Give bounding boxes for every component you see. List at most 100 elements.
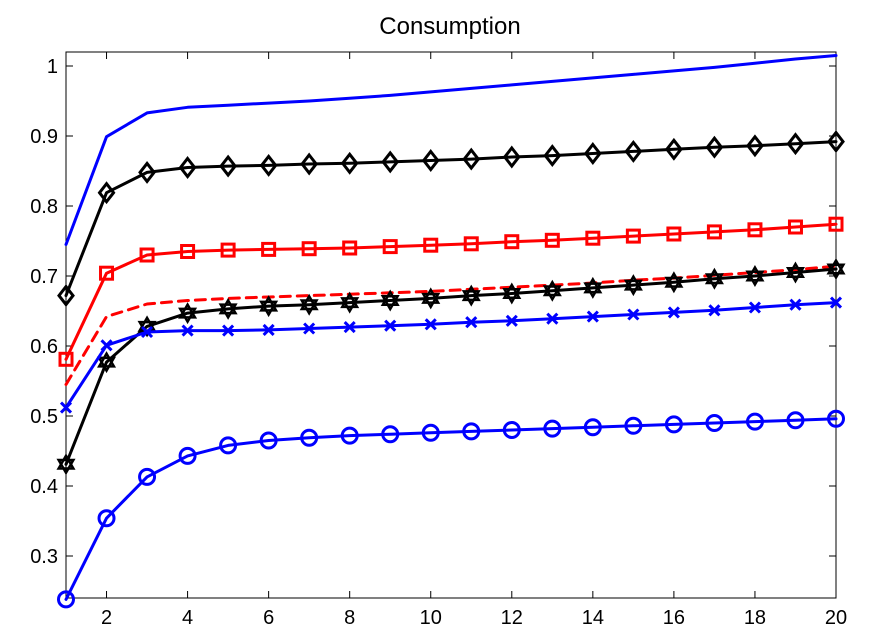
diamond-marker (827, 130, 845, 154)
series-2 (57, 130, 845, 308)
hexagram-marker (299, 299, 319, 316)
diamond-marker (259, 153, 278, 177)
hexagram-marker (583, 282, 603, 299)
circle-marker (705, 414, 724, 432)
hexagram-marker (56, 453, 76, 470)
chart-title: Consumption (379, 13, 520, 40)
hexagram-marker (340, 291, 360, 309)
x-tick-label: 18 (744, 607, 766, 629)
circle-marker (827, 409, 845, 428)
hexagram-marker (218, 303, 238, 320)
hexagram-marker (623, 274, 643, 291)
x-tick-label: 2 (101, 607, 112, 629)
square-marker (787, 219, 803, 235)
circle-marker (502, 421, 521, 439)
series-line (64, 301, 838, 410)
x-marker (222, 324, 235, 337)
x-marker (829, 296, 843, 309)
hexagram-marker (623, 279, 643, 297)
hexagram-marker (461, 290, 481, 307)
square-marker (625, 228, 641, 244)
hexagram-marker (502, 288, 522, 305)
hexagram-marker (56, 458, 76, 476)
circle-marker (340, 426, 359, 445)
x-tick-label: 6 (263, 607, 274, 629)
square-marker (666, 226, 682, 242)
series-7 (57, 409, 845, 609)
x-marker (343, 321, 356, 334)
hexagram-marker (97, 356, 117, 374)
hexagram-marker (340, 297, 360, 314)
diamond-marker (178, 156, 197, 179)
diamond-marker (340, 151, 359, 175)
x-marker (667, 306, 680, 319)
circle-marker (97, 509, 116, 528)
x-tick-label: 16 (663, 607, 685, 629)
x-marker (546, 312, 559, 325)
series-layer (56, 54, 846, 609)
circle-marker (543, 419, 562, 438)
circle-marker (138, 467, 157, 486)
x-marker (262, 323, 275, 336)
y-tick-label: 0.5 (30, 406, 58, 428)
x-marker (708, 304, 721, 317)
hexagram-marker (380, 295, 400, 312)
hexagram-marker (97, 351, 117, 368)
plot-frame (65, 51, 837, 599)
hexagram-marker (745, 270, 765, 288)
square-marker (747, 222, 763, 238)
x-tick-label: 8 (344, 607, 355, 629)
x-tick-label: 12 (501, 607, 523, 629)
diamond-marker (300, 152, 319, 176)
circle-marker (583, 418, 602, 437)
hexagram-marker (299, 293, 319, 311)
x-marker (465, 316, 478, 329)
circle-marker (462, 422, 481, 441)
hexagram-marker (178, 302, 198, 319)
circle-marker (178, 446, 197, 465)
x-marker (505, 314, 518, 327)
square-marker (99, 265, 115, 281)
hexagram-marker (421, 287, 441, 304)
diamond-marker (786, 132, 805, 156)
x-marker (100, 339, 113, 352)
series-5 (56, 257, 846, 476)
diamond-marker (219, 154, 238, 178)
x-marker (586, 310, 599, 323)
diamond-marker (462, 147, 481, 171)
hexagram-marker (785, 267, 805, 284)
circle-marker (381, 425, 400, 444)
hexagram-marker (380, 289, 400, 306)
x-marker (789, 298, 802, 311)
y-tick-label: 0.7 (30, 266, 58, 288)
hexagram-marker (704, 273, 724, 290)
y-tick-label: 0.4 (30, 476, 58, 498)
hexagram-marker (542, 279, 562, 297)
hexagram-marker (421, 292, 441, 310)
x-marker (181, 324, 194, 337)
diamond-marker (746, 134, 764, 158)
x-marker (140, 325, 154, 339)
square-marker (504, 234, 520, 250)
square-marker (301, 241, 317, 257)
square-marker (544, 232, 560, 248)
hexagram-marker (704, 267, 724, 285)
square-marker (706, 224, 722, 240)
diamond-marker (97, 181, 116, 205)
circle-marker (300, 428, 319, 447)
circle-marker (57, 590, 75, 609)
x-tick-label: 14 (582, 607, 604, 629)
diamond-marker (543, 144, 562, 168)
diamond-marker (421, 149, 440, 172)
y-tick-label: 0.8 (30, 196, 58, 218)
y-tick-label: 0.9 (30, 126, 58, 148)
circle-marker (219, 436, 238, 455)
diamond-marker (624, 139, 643, 163)
hexagram-marker (664, 276, 684, 294)
hexagram-marker (259, 300, 279, 318)
circle-marker (421, 423, 440, 442)
diamond-marker (138, 160, 156, 184)
x-tick-label: 20 (825, 607, 847, 629)
square-marker (180, 244, 196, 259)
